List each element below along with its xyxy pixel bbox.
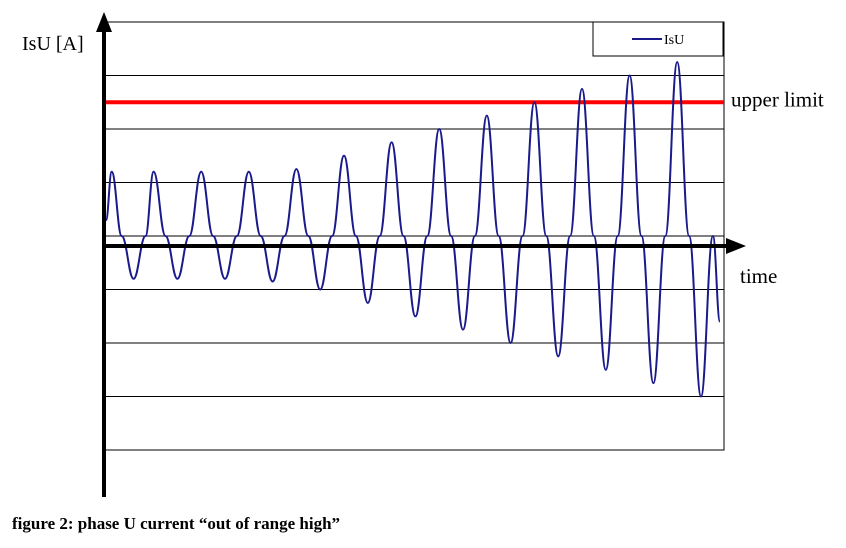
gridlines — [104, 75, 724, 397]
x-axis-label: time — [740, 264, 777, 288]
upper-limit-label: upper limit — [731, 87, 824, 111]
axes — [96, 12, 746, 497]
y-axis-label: IsU [A] — [22, 33, 84, 55]
x-axis-arrow-icon — [726, 238, 746, 254]
y-axis-arrow-icon — [96, 12, 112, 32]
upper-limit-group: upper limit — [104, 87, 824, 111]
series-line-isu — [105, 61, 721, 398]
figure-caption: figure 2: phase U current “out of range … — [12, 514, 341, 533]
legend: IsU — [592, 21, 724, 57]
legend-label-isu: IsU — [664, 33, 684, 48]
